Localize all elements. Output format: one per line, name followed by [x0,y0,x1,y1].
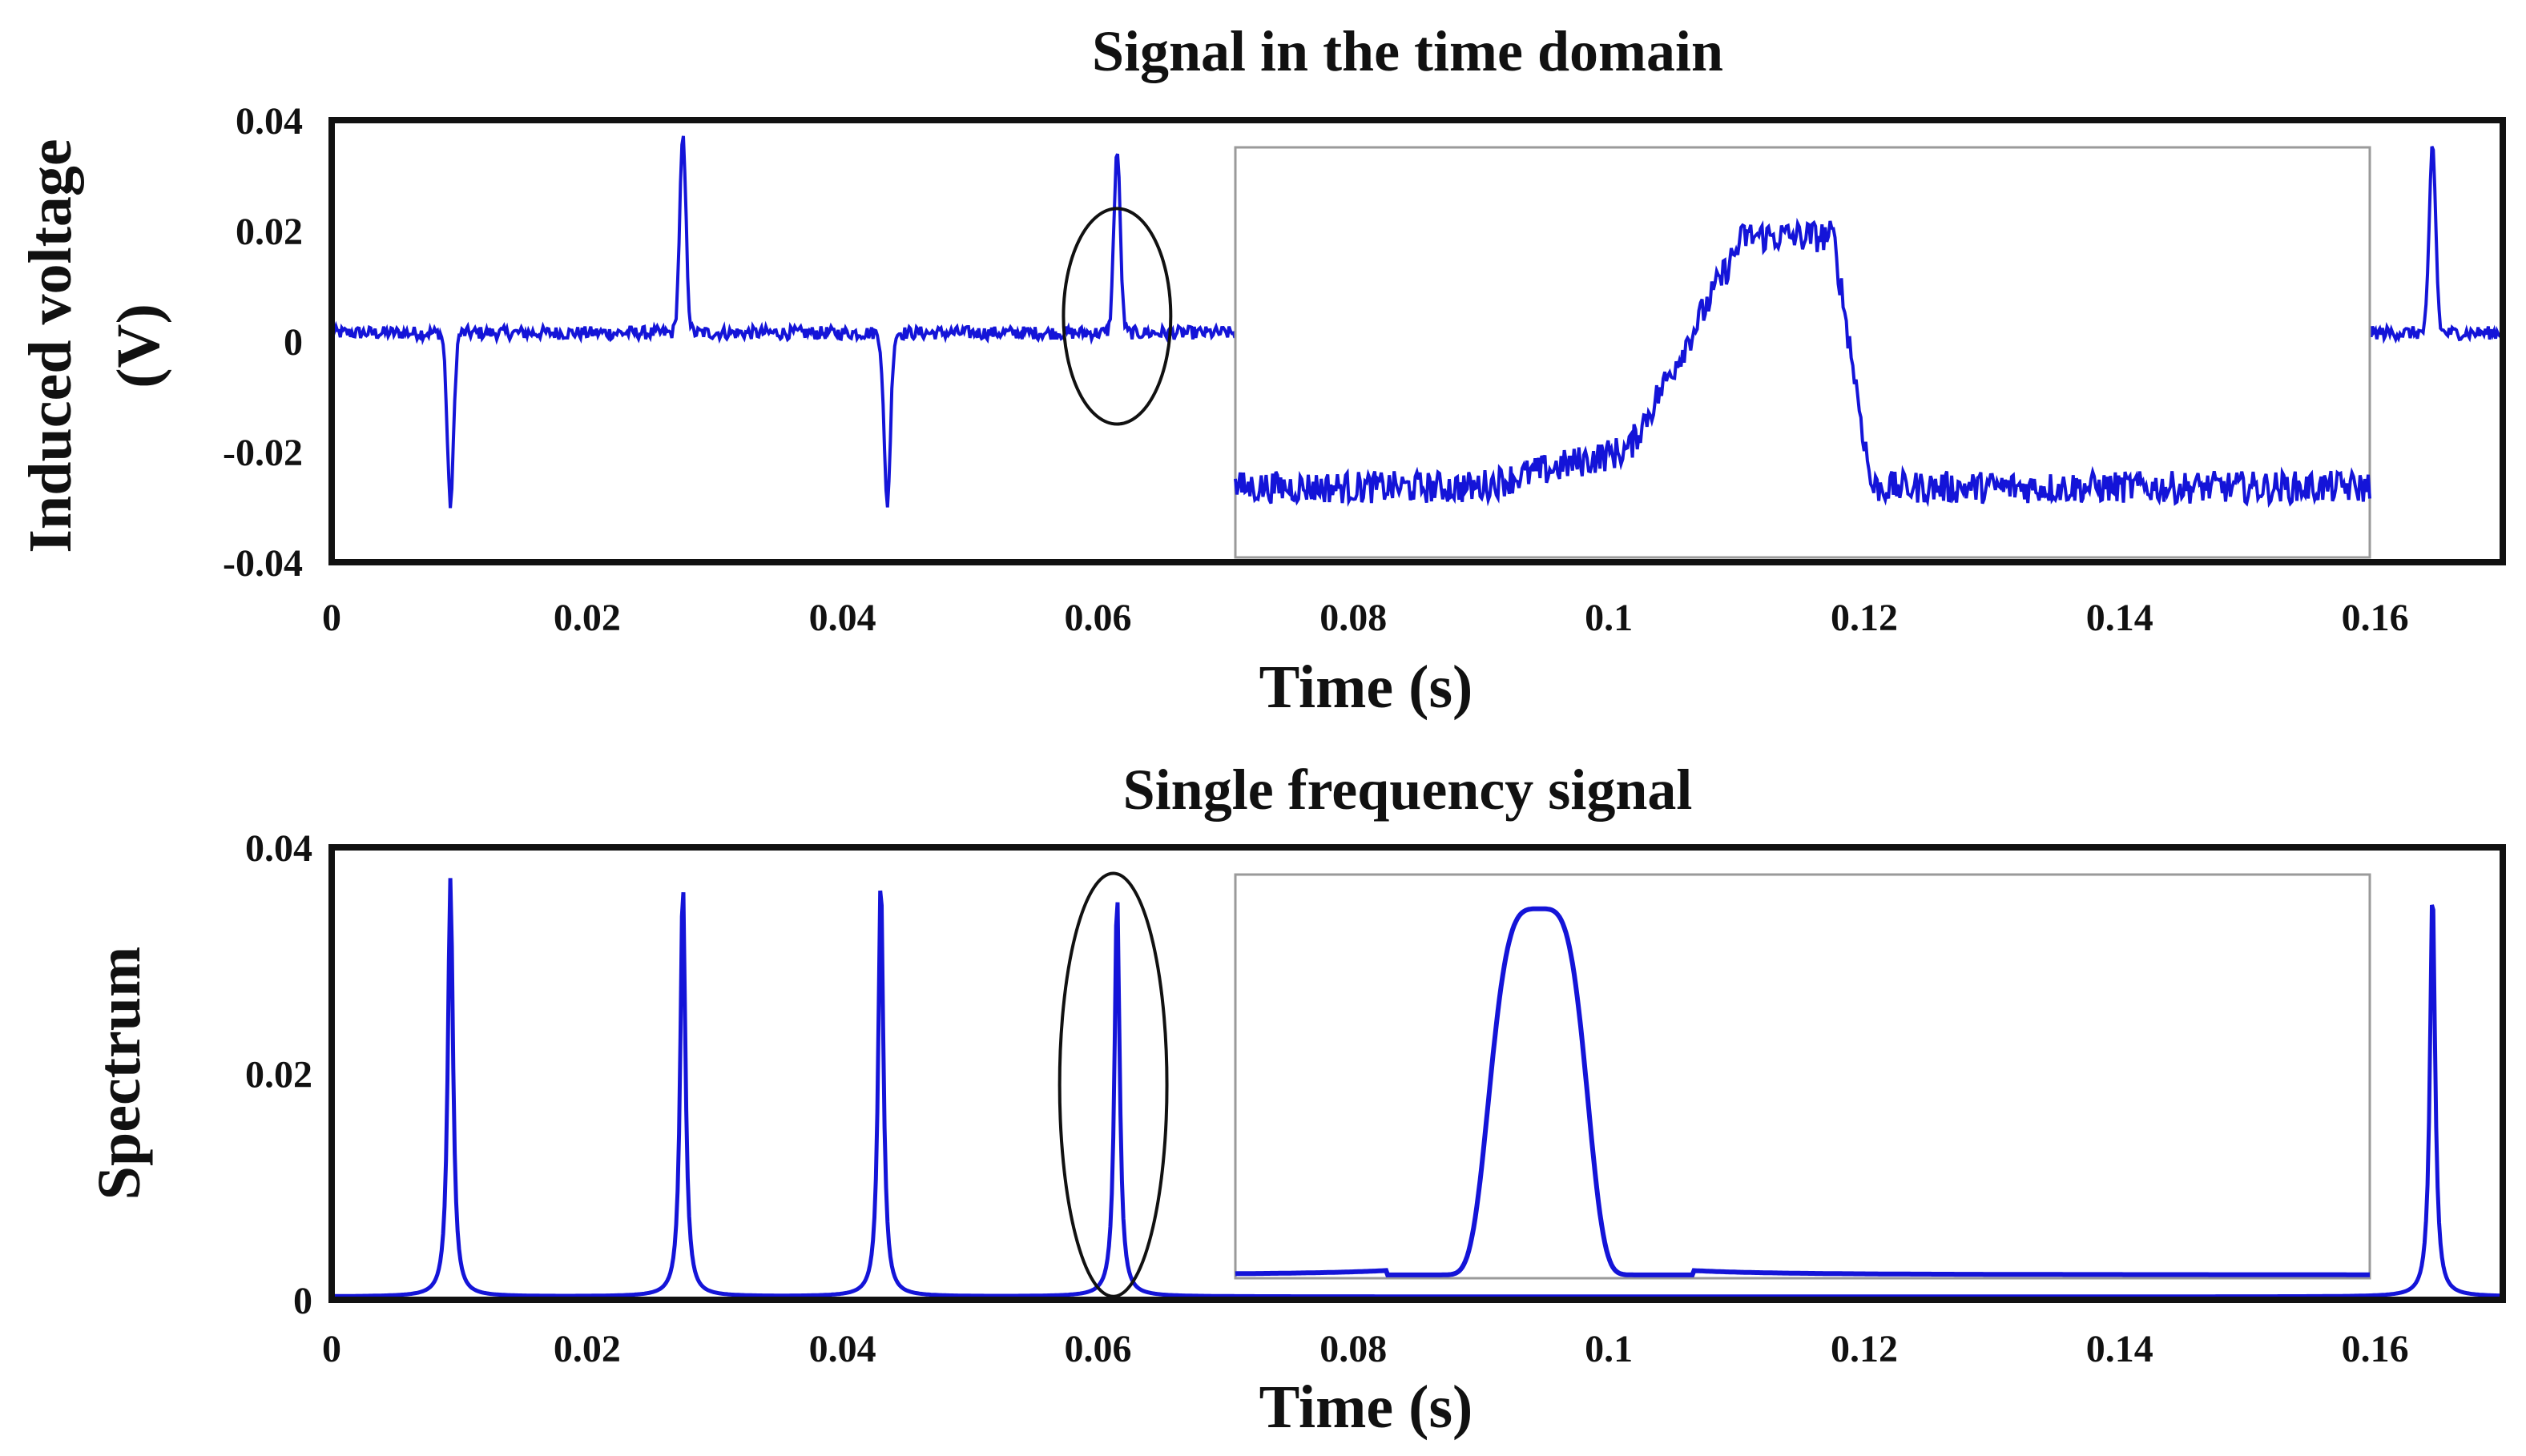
plot-frame-time-domain [328,117,2506,565]
x-tick-label: 0.12 [1831,597,1898,639]
x-tick-label: 0.04 [809,1328,876,1370]
x-tick-label: 0.1 [1585,1328,1633,1370]
x-tick-label: 0.08 [1319,597,1387,639]
chart-single-frequency: Single frequency signal Spectrum 0 0.02 0.… [86,758,2506,1441]
x-tick-label: 0.02 [554,597,621,639]
y-axis-label-line-1: Induced voltage [17,139,84,553]
tick-labels-single-frequency: 0 0.02 0.04 0.06 0.08 0.1 0.12 0.14 0.16 0.04 0.02… [245,827,2409,1370]
y-tick-label: 0.04 [245,827,312,870]
x-tick-label: 0.12 [1831,1328,1898,1370]
x-tick-label: 0.1 [1585,597,1633,639]
x-tick-label: 0 [322,1328,341,1370]
x-tick-label: 0.14 [2086,597,2153,639]
chart-time-domain: Signal in the time domain Induced voltag… [17,19,2506,721]
x-axis-label-single-frequency: Time (s) [1259,1374,1473,1441]
y-axis-label-single-frequency: Spectrum [86,947,153,1201]
x-tick-label: 0.16 [2342,1328,2409,1370]
trace-group-single-frequency [332,878,2504,1299]
signal-line [332,878,2504,1299]
x-axis-label-time-domain: Time (s) [1259,654,1473,721]
inset-frame [1234,146,2371,559]
y-tick-label: 0 [284,321,303,364]
y-tick-label: 0.02 [245,1054,312,1096]
y-axis-label-spectrum: Spectrum [86,947,153,1201]
x-tick-label: 0.08 [1319,1328,1387,1370]
inset-signal-line [1234,217,2371,509]
inset-single-frequency [1234,873,2371,1280]
x-tick-label: 0.14 [2086,1328,2153,1370]
tick-labels-time-domain: 0 0.02 0.04 0.06 0.08 0.1 0.12 0.14 0.16 0.04 0.02… [223,100,2409,639]
highlight-ellipse-single-frequency [1058,871,1169,1298]
x-tick-label: 0.16 [2342,597,2409,639]
plot-frame-single-frequency [328,844,2506,1303]
y-tick-label: 0 [293,1280,312,1322]
y-axis-label-time-domain: Induced voltage (V) [17,139,172,553]
x-tick-label: 0.04 [809,597,876,639]
x-tick-label: 0 [322,597,341,639]
y-axis-label-line-2: (V) [105,304,172,388]
inset-frame [1234,873,2371,1280]
y-tick-label: -0.04 [223,542,303,585]
chart-title-single-frequency: Single frequency signal [1123,758,1693,822]
x-tick-label: 0.02 [554,1328,621,1370]
inset-time-domain [1234,146,2371,559]
highlight-ellipse-time-domain [1062,207,1173,426]
x-tick-label: 0.06 [1064,1328,1131,1370]
y-tick-label: 0.04 [236,100,303,143]
x-tick-label: 0.06 [1064,597,1131,639]
y-tick-label: 0.02 [236,211,303,253]
chart-title-time-domain: Signal in the time domain [1092,19,1723,83]
inset-signal-line [1235,906,2370,1277]
y-tick-label: -0.02 [223,432,303,474]
